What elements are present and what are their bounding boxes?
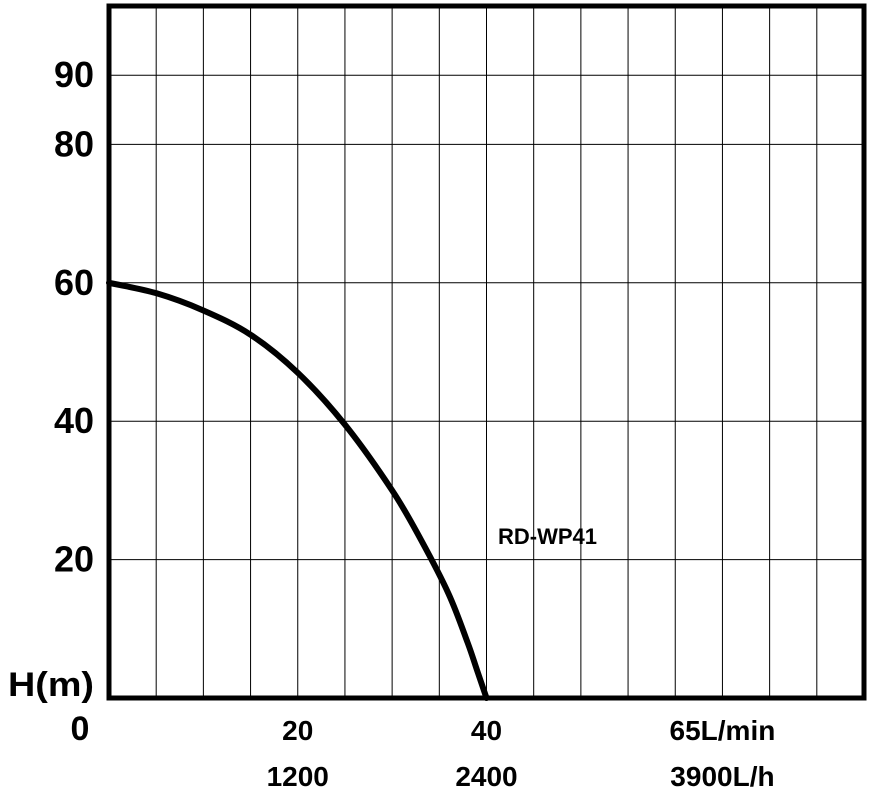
x-tick-label: 40 (471, 715, 502, 746)
y-tick-label: 90 (54, 54, 94, 95)
x-tick-label-secondary: 3900L/h (670, 761, 774, 792)
grid-lines (109, 6, 864, 698)
x-tick-label-secondary: 1200 (267, 761, 329, 792)
y-tick-label: 80 (54, 123, 94, 164)
y-tick-label: 60 (54, 262, 94, 303)
x-tick-label: 20 (282, 715, 313, 746)
x-tick-label: 65L/min (670, 715, 776, 746)
model-annotation: RD-WP41 (498, 524, 597, 549)
series-line (106, 279, 490, 701)
y-tick-label: 40 (54, 400, 94, 441)
x-tick-label-secondary: 2400 (455, 761, 517, 792)
x-tick-label: 0 (71, 710, 90, 748)
y-tick-label: 20 (54, 539, 94, 580)
series-layer (106, 279, 490, 701)
y-axis-label: H(m) (8, 666, 94, 704)
tick-labels: 20 40 60 80 90 0 20 1200 40 2400 65L/min 3900L/h (54, 54, 775, 792)
